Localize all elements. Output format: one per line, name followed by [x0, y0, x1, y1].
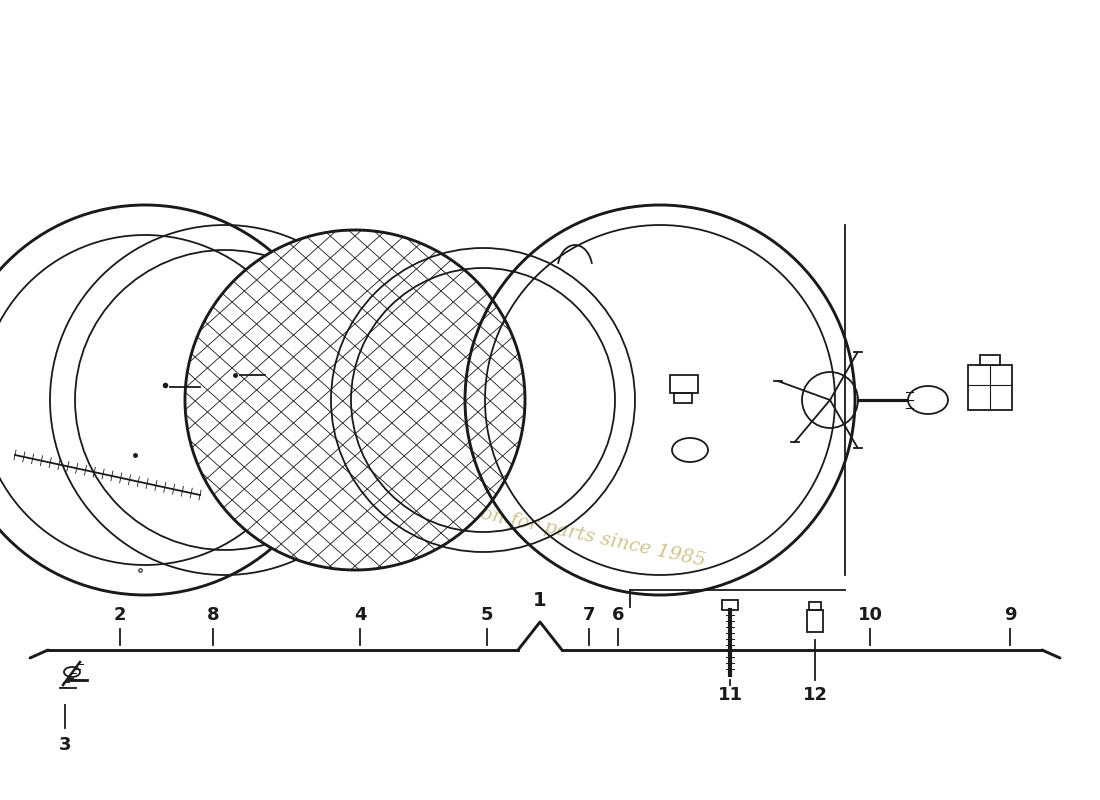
Bar	[674, 393, 692, 403]
Text: 6: 6	[612, 606, 625, 624]
Text: 2: 2	[113, 606, 127, 624]
Bar	[722, 600, 738, 610]
Bar	[808, 602, 821, 610]
Ellipse shape	[908, 386, 948, 414]
Text: 10: 10	[858, 606, 882, 624]
Bar	[968, 365, 1012, 410]
Bar	[980, 355, 1000, 365]
Ellipse shape	[185, 230, 525, 570]
Text: 11: 11	[717, 686, 743, 704]
Text: 12: 12	[803, 686, 827, 704]
Bar	[670, 375, 698, 393]
Text: 1: 1	[534, 590, 547, 610]
Text: 4: 4	[354, 606, 366, 624]
Text: 7: 7	[583, 606, 595, 624]
Text: a passion for parts since 1985: a passion for parts since 1985	[412, 490, 707, 570]
Bar	[807, 610, 823, 632]
Text: 8: 8	[207, 606, 219, 624]
Text: 5: 5	[481, 606, 493, 624]
Text: 3: 3	[58, 736, 72, 754]
Text: 9: 9	[1003, 606, 1016, 624]
